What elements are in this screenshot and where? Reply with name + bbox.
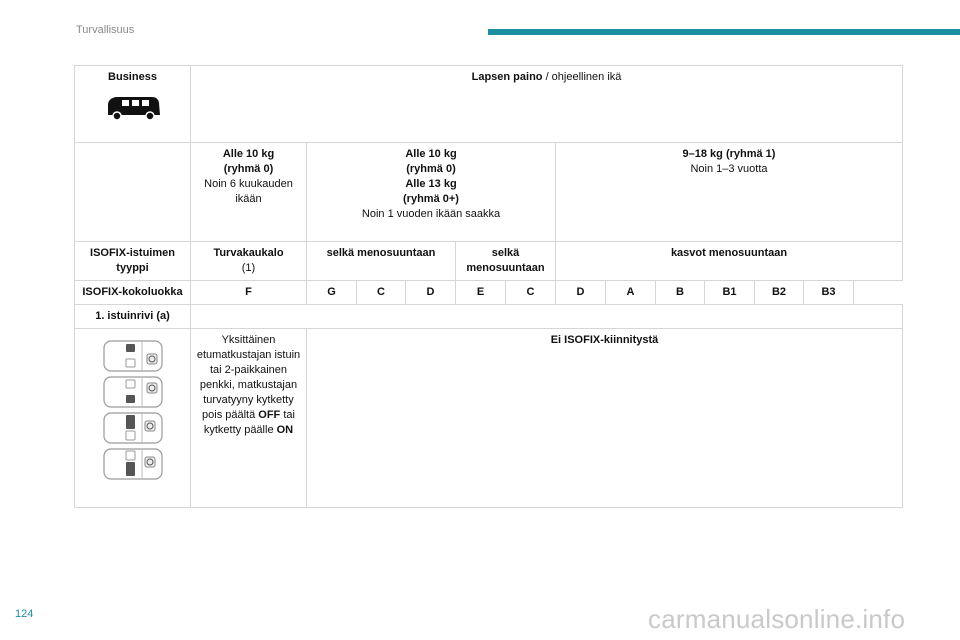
group-cell: Alle 10 kg (ryhmä 0) Alle 13 kg (ryhmä 0… bbox=[306, 142, 556, 242]
weight-header-cell: Lapsen paino / ohjeellinen ikä bbox=[189, 65, 904, 143]
seat-type-cell: kasvot menosuuntaan bbox=[554, 241, 904, 281]
empty-cell bbox=[74, 142, 191, 242]
section-title: Turvallisuus bbox=[76, 24, 135, 36]
group-name: (ryhmä 0) bbox=[223, 163, 274, 175]
seat-type-note: (1) bbox=[241, 262, 256, 274]
seat-diagrams-cell bbox=[74, 328, 191, 508]
group-weight: Alle 10 kg bbox=[222, 148, 275, 160]
version-cell: Business bbox=[74, 65, 191, 143]
size-class: D bbox=[405, 280, 456, 305]
weight-header-bold: Lapsen paino bbox=[471, 71, 543, 83]
no-isofix-cell: Ei ISOFIX-kiinnitystä bbox=[305, 328, 904, 508]
airbag-off-label: OFF bbox=[258, 409, 281, 421]
size-class: D bbox=[555, 280, 606, 305]
seat-type-cell: selkä menosuuntaan bbox=[455, 241, 556, 281]
car-seat-diagram-icon bbox=[102, 376, 163, 408]
van-icon bbox=[107, 97, 160, 121]
watermark: carmanualsonline.info bbox=[648, 604, 906, 634]
page-number: 124 bbox=[15, 608, 34, 620]
car-seat-diagram-icon bbox=[102, 412, 163, 444]
group-weight: Alle 13 kg bbox=[405, 178, 457, 190]
seat-description-cont: tai kytketty päälle bbox=[203, 409, 295, 436]
size-class-label: ISOFIX-kokoluokka bbox=[74, 280, 191, 305]
size-class: B bbox=[655, 280, 705, 305]
seat-row-label: 1. istuinrivi (a) bbox=[74, 304, 191, 329]
size-class: A bbox=[605, 280, 656, 305]
seat-type-cell: Turvakaukalo (1) bbox=[190, 241, 307, 281]
size-class: B3 bbox=[803, 280, 854, 305]
group-cell: Alle 10 kg (ryhmä 0) Noin 6 kuukauden ik… bbox=[190, 142, 307, 242]
group-weight: Alle 10 kg bbox=[405, 148, 457, 160]
group-age: Noin 1 vuoden ikään saakka bbox=[361, 208, 501, 220]
seat-description: Yksittäinen etumatkustajan istuin tai 2-… bbox=[196, 334, 301, 421]
group-name: (ryhmä 0) bbox=[406, 163, 456, 175]
group-weight: 9–18 kg (ryhmä 1) bbox=[682, 148, 776, 160]
version-label: Business bbox=[108, 71, 157, 83]
airbag-on-label: ON bbox=[276, 424, 294, 436]
size-class: B2 bbox=[754, 280, 804, 305]
size-class: C bbox=[356, 280, 406, 305]
group-cell: 9–18 kg (ryhmä 1) Noin 1–3 vuotta bbox=[554, 142, 904, 242]
isofix-table: Business Lapsen paino / ohjeellinen ikä … bbox=[74, 65, 904, 508]
seat-type-cell: selkä menosuuntaan bbox=[306, 241, 456, 281]
empty-cell bbox=[189, 304, 904, 329]
car-seat-diagram-icon bbox=[102, 340, 163, 372]
size-class: E bbox=[455, 280, 506, 305]
group-age: Noin 6 kuukauden ikään bbox=[204, 178, 293, 205]
size-class: G bbox=[306, 280, 357, 305]
size-class: F bbox=[190, 280, 307, 305]
weight-header-rest: / ohjeellinen ikä bbox=[542, 71, 622, 83]
group-age: Noin 1–3 vuotta bbox=[690, 163, 768, 175]
size-class: B1 bbox=[704, 280, 755, 305]
seat-description-cell: Yksittäinen etumatkustajan istuin tai 2-… bbox=[190, 328, 307, 508]
seat-type-name: Turvakaukalo bbox=[213, 247, 284, 259]
car-seat-diagram-icon bbox=[102, 448, 163, 480]
header-accent-bar bbox=[488, 29, 960, 35]
seat-type-label: ISOFIX-istuimen tyyppi bbox=[74, 241, 191, 281]
size-class: C bbox=[505, 280, 556, 305]
group-name: (ryhmä 0+) bbox=[403, 193, 459, 205]
